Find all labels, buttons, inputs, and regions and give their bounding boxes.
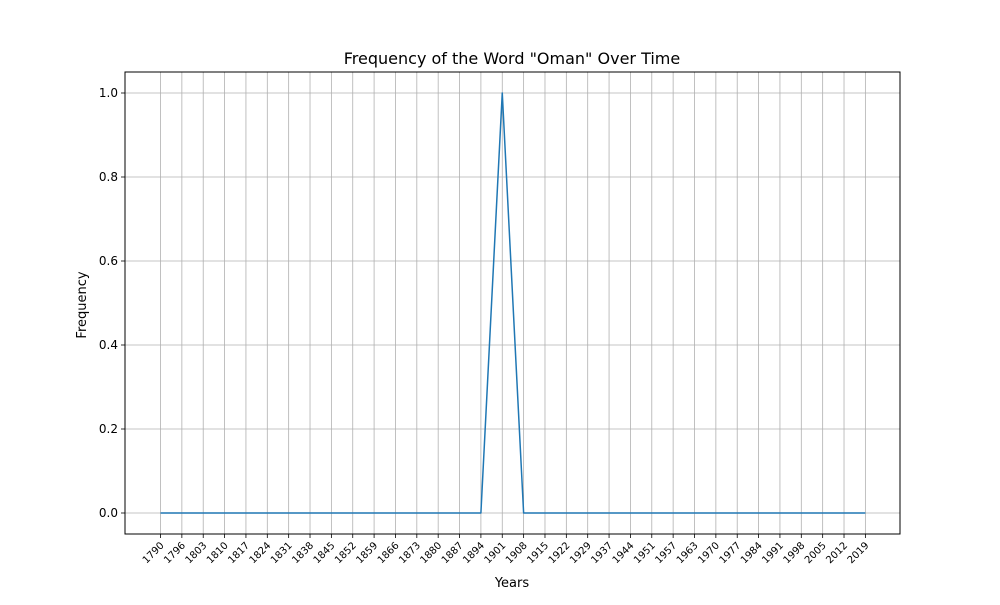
plot-area-frame: [124, 71, 901, 535]
x-axis-label: Years: [494, 576, 530, 591]
y-tick-label: 1.0: [99, 86, 118, 100]
y-tick-label: 0.0: [99, 506, 118, 520]
series-layer: [160, 92, 866, 514]
y-tick-label: 0.4: [99, 338, 118, 352]
y-axis-label: Frequency: [75, 271, 90, 338]
series-line-0: [160, 92, 866, 514]
grid-layer: [125, 72, 900, 534]
chart-title: Frequency of the Word "Oman" Over Time: [344, 49, 680, 68]
y-tick-label: 0.6: [99, 254, 118, 268]
y-tick-label: 0.2: [99, 422, 118, 436]
y-tick-label: 0.8: [99, 170, 118, 184]
